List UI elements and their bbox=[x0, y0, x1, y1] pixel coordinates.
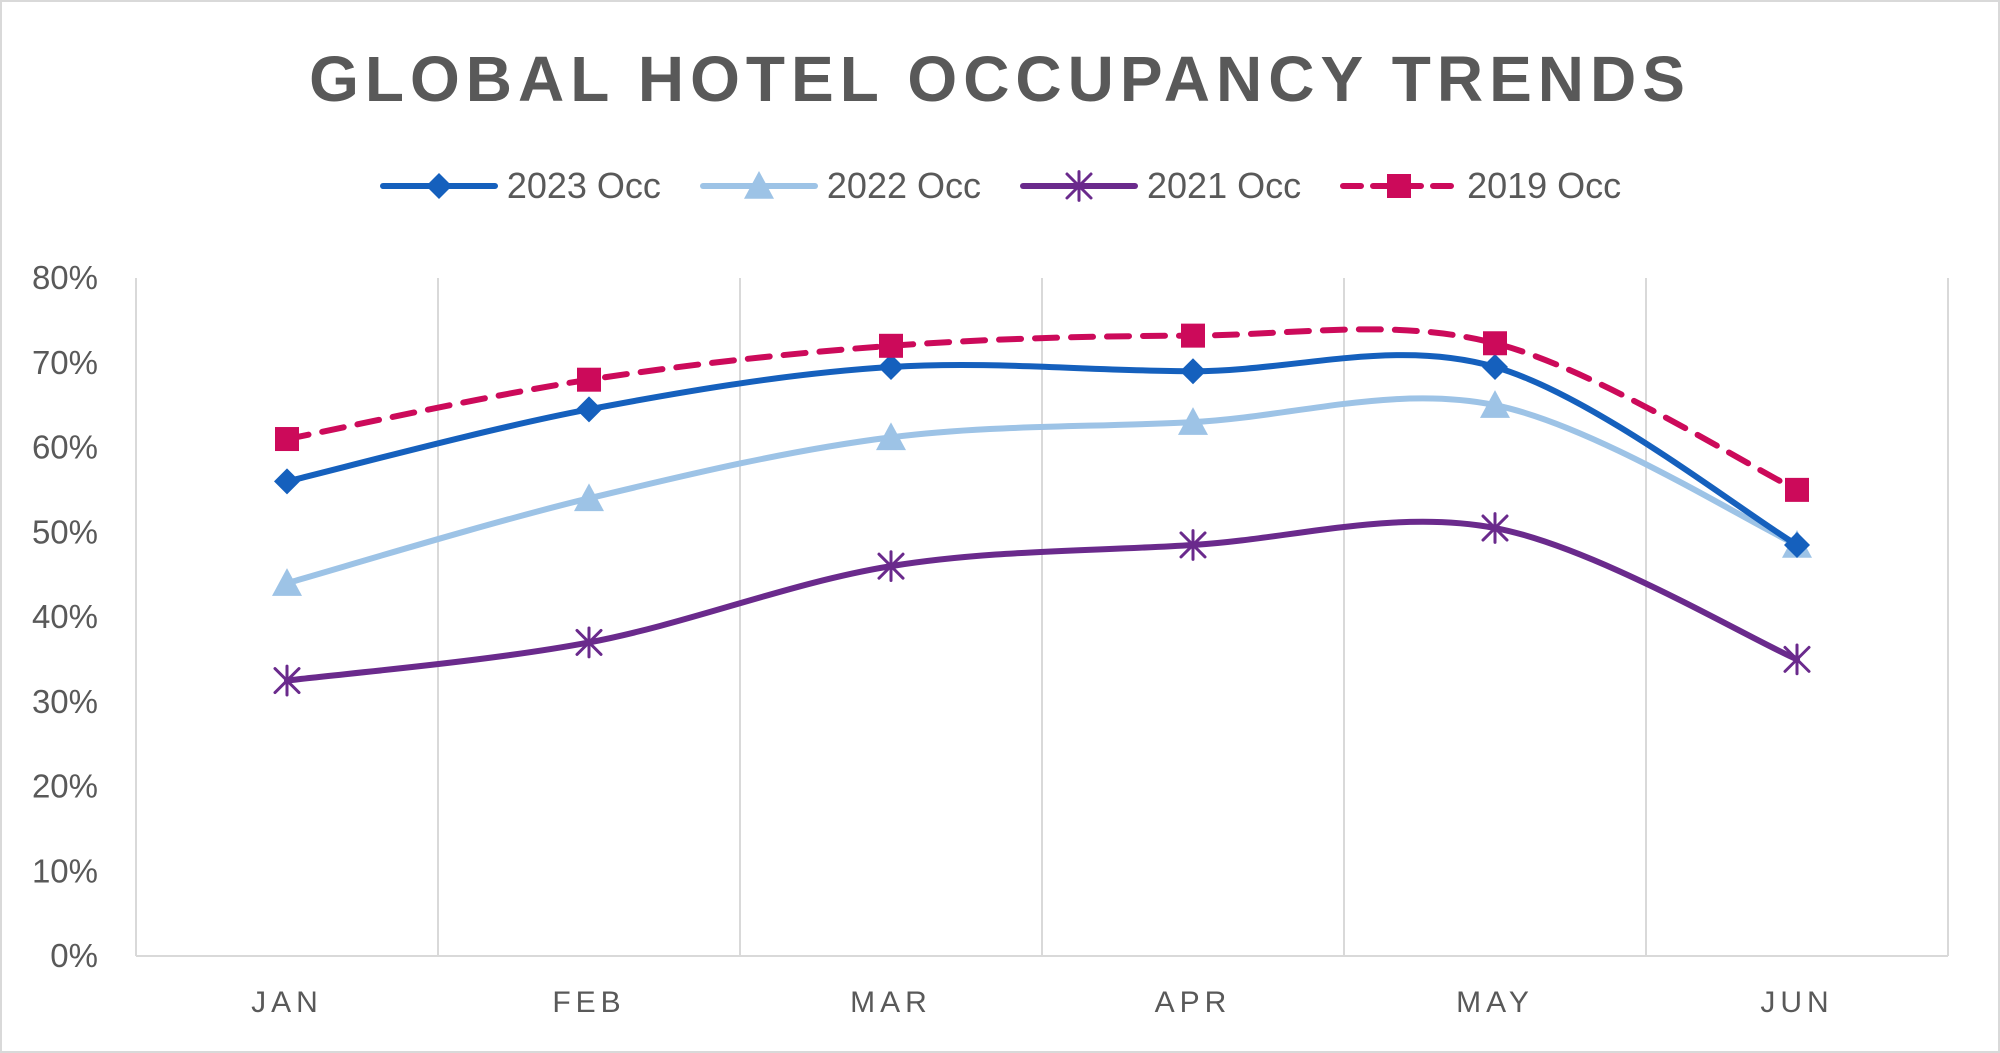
legend-label: 2019 Occ bbox=[1467, 165, 1622, 206]
legend-swatch-2019-occ bbox=[1340, 174, 1459, 198]
x-tick-label: JUN bbox=[1760, 986, 1833, 1019]
legend-marker-2022-occ bbox=[743, 171, 774, 199]
x-tick-label: MAY bbox=[1456, 986, 1534, 1019]
data-point-2021-occ bbox=[1179, 529, 1207, 561]
data-point-2021-occ bbox=[1481, 512, 1509, 544]
legend-item-2023-occ: 2023 Occ bbox=[379, 165, 661, 207]
series-line-2019-occ bbox=[284, 326, 1800, 493]
legend-item-2019-occ: 2019 Occ bbox=[1339, 165, 1621, 207]
y-tick-label: 60% bbox=[32, 429, 98, 466]
chart-title: GLOBAL HOTEL OCCUPANCY TRENDS bbox=[309, 43, 1691, 115]
x-tick-label: APR bbox=[1155, 986, 1232, 1019]
y-tick-label: 50% bbox=[32, 513, 98, 550]
y-tick-label: 70% bbox=[32, 344, 98, 381]
x-tick-label: JAN bbox=[251, 986, 323, 1019]
legend-marker-2023-occ bbox=[425, 173, 452, 199]
data-point-2021-occ bbox=[1783, 643, 1811, 676]
data-point-2021-occ bbox=[575, 626, 603, 659]
legend-marker-2021-occ bbox=[1065, 170, 1093, 202]
data-point-2023-occ bbox=[1482, 353, 1508, 380]
legend-swatch-2022-occ bbox=[699, 171, 818, 199]
data-point-2021-occ bbox=[273, 664, 301, 697]
chart-legend: 2023 Occ 2022 Occ 2021 Occ 2019 Occ bbox=[0, 165, 2000, 207]
legend-marker-2019-occ bbox=[1387, 174, 1412, 198]
x-tick-label: MAR bbox=[850, 986, 932, 1019]
legend-label: 2022 Occ bbox=[826, 165, 981, 206]
data-point-2023-occ bbox=[576, 396, 602, 423]
legend-item-2021-occ: 2021 Occ bbox=[1019, 165, 1301, 207]
y-tick-label: 0% bbox=[50, 937, 98, 974]
data-point-2019-occ bbox=[1785, 477, 1809, 502]
data-point-2021-occ bbox=[877, 550, 905, 583]
data-point-2019-occ bbox=[275, 427, 299, 452]
series-line-2021-occ bbox=[284, 518, 1800, 684]
y-tick-label: 10% bbox=[32, 852, 98, 889]
legend-label: 2021 Occ bbox=[1147, 165, 1302, 206]
data-point-2023-occ bbox=[1784, 531, 1810, 558]
data-point-2023-occ bbox=[274, 468, 300, 495]
data-point-2023-occ bbox=[1180, 358, 1206, 385]
series-line-2023-occ bbox=[284, 352, 1800, 548]
y-tick-label: 40% bbox=[32, 598, 98, 635]
data-point-2022-occ bbox=[272, 568, 302, 596]
data-point-2019-occ bbox=[1483, 331, 1507, 356]
legend-label: 2023 Occ bbox=[506, 165, 661, 206]
data-point-2019-occ bbox=[1181, 323, 1205, 348]
data-point-2019-occ bbox=[577, 367, 601, 392]
x-tick-label: FEB bbox=[552, 986, 625, 1019]
legend-swatch-2023-occ bbox=[379, 173, 498, 199]
series-line-2022-occ bbox=[284, 395, 1800, 587]
data-point-2023-occ bbox=[878, 353, 904, 380]
data-point-2022-occ bbox=[1480, 390, 1510, 418]
y-tick-label: 20% bbox=[32, 768, 98, 805]
data-point-2022-occ bbox=[1178, 407, 1208, 435]
y-tick-label: 80% bbox=[32, 259, 98, 296]
data-point-2019-occ bbox=[879, 333, 903, 358]
legend-item-2022-occ: 2022 Occ bbox=[699, 165, 981, 207]
y-tick-label: 30% bbox=[32, 683, 98, 720]
data-point-2022-occ bbox=[876, 422, 906, 451]
legend-swatch-2021-occ bbox=[1020, 170, 1138, 202]
data-point-2022-occ bbox=[574, 483, 604, 512]
